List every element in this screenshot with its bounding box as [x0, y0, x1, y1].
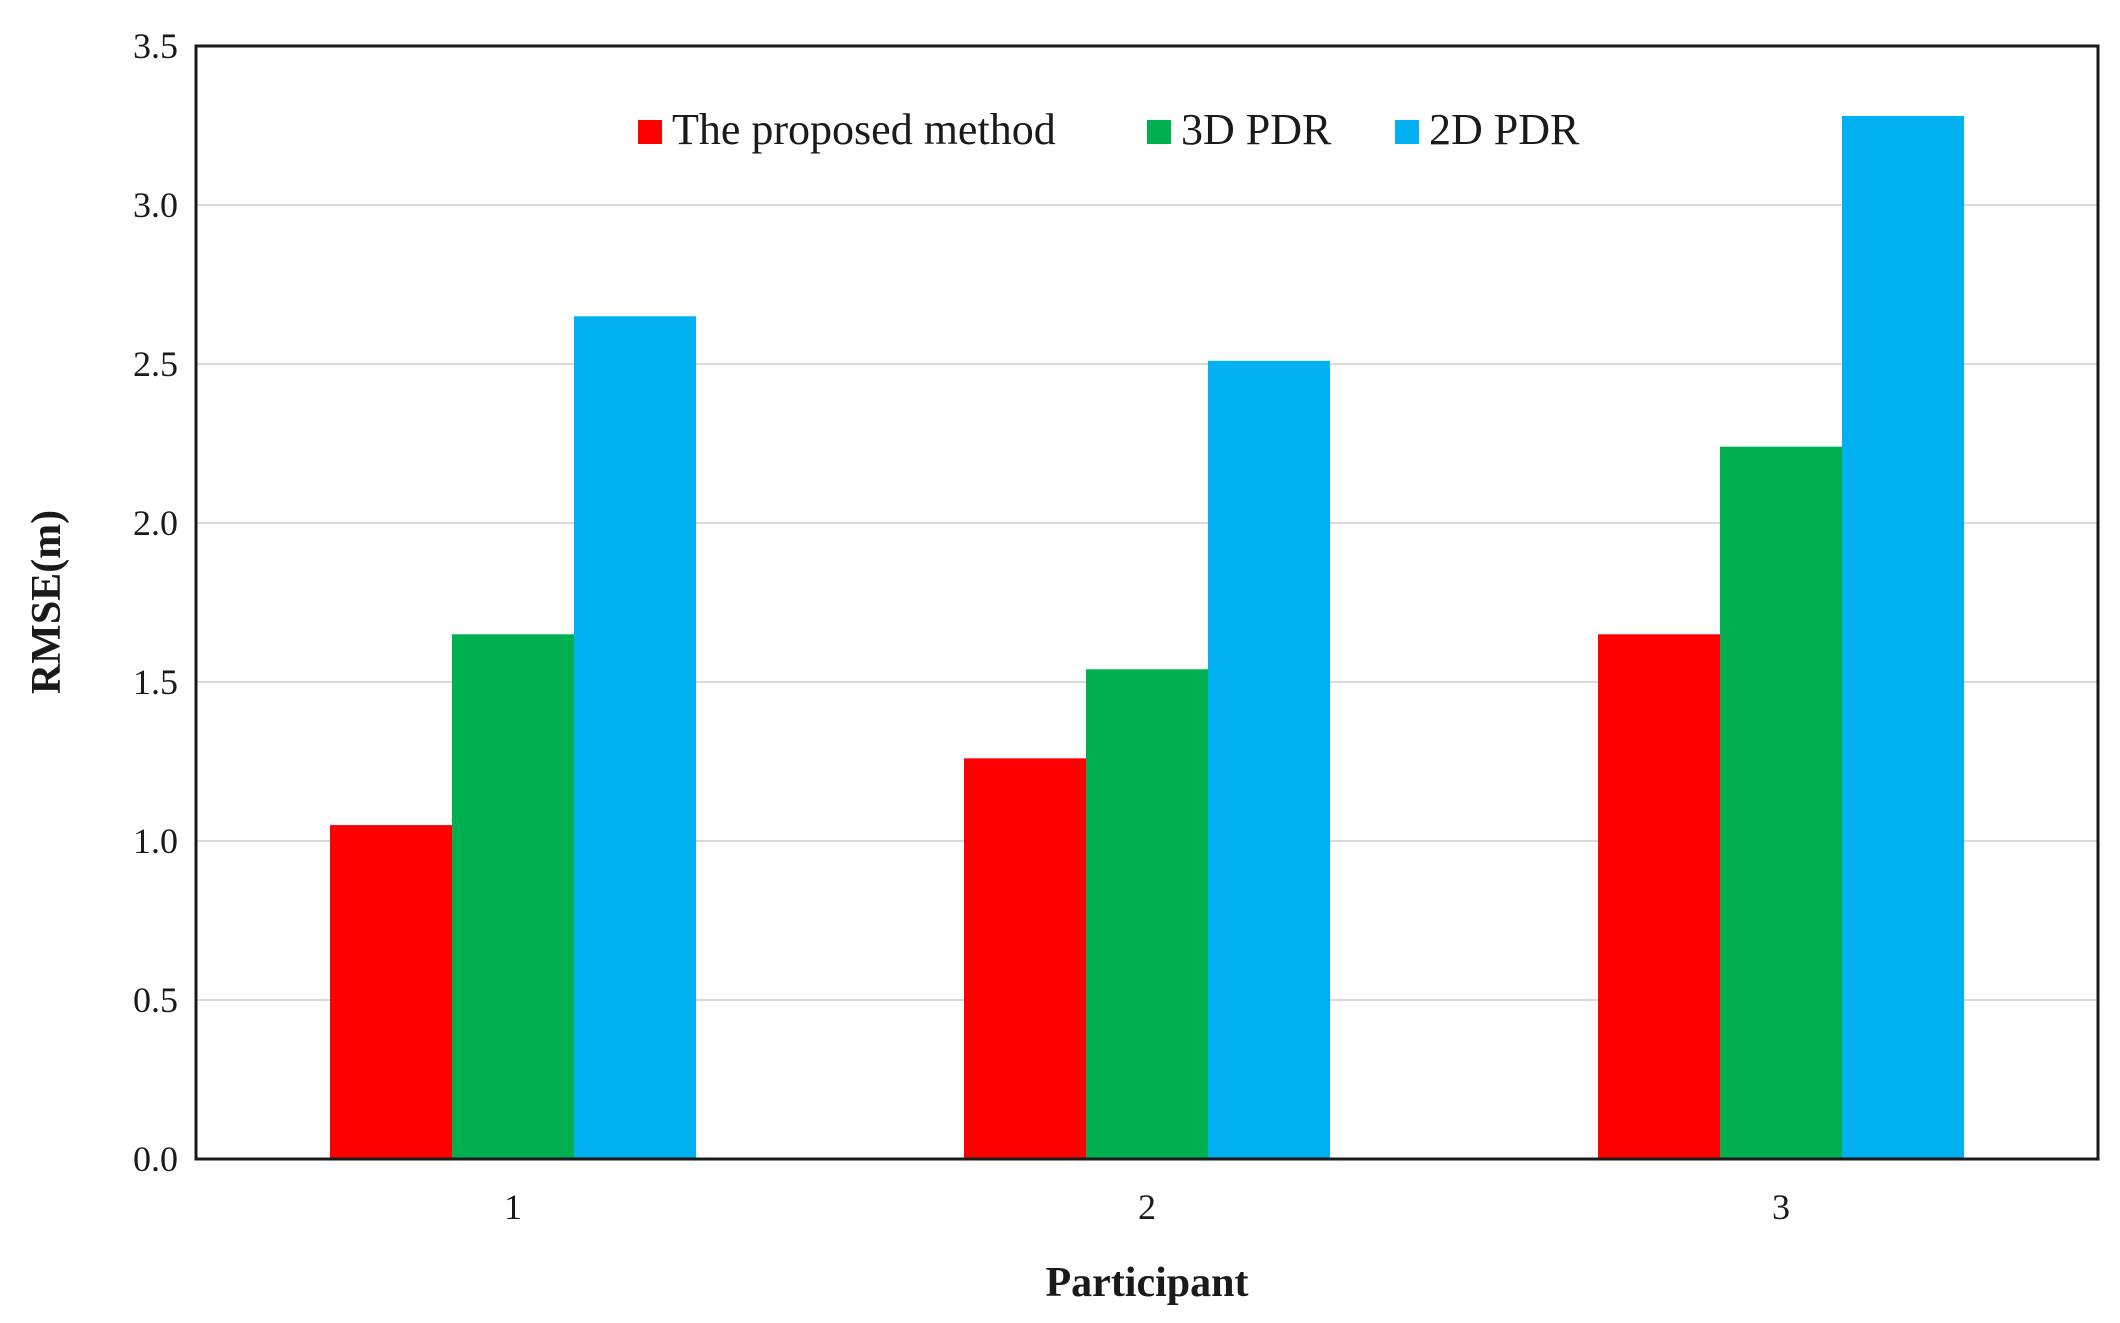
bar-3d-pdr-p1 — [452, 634, 574, 1159]
y-axis-ticks: 0.0 0.5 1.0 1.5 2.0 2.5 3.0 3.5 — [133, 26, 178, 1179]
y-tick-label: 0.0 — [133, 1139, 178, 1179]
legend-swatch — [1147, 120, 1171, 144]
y-tick-label: 2.5 — [133, 344, 178, 384]
y-tick-label: 3.5 — [133, 26, 178, 66]
bar-3d-pdr-p2 — [1086, 669, 1208, 1159]
x-tick-label: 1 — [504, 1187, 522, 1227]
x-axis-ticks: 1 2 3 — [504, 1187, 1790, 1227]
legend-swatch — [638, 120, 662, 144]
legend-label: The proposed method — [672, 105, 1056, 154]
legend-swatch — [1395, 120, 1419, 144]
y-tick-label: 1.5 — [133, 662, 178, 702]
bar-2d-pdr-p2 — [1208, 360, 1330, 1159]
legend: The proposed method 3D PDR 2D PDR — [638, 105, 1580, 154]
x-axis-title: Participant — [1046, 1260, 1249, 1306]
bar-the-proposed-method-p2 — [964, 758, 1086, 1159]
y-axis-title: RMSE(m) — [24, 510, 70, 694]
bar-the-proposed-method-p1 — [330, 825, 452, 1159]
legend-label: 3D PDR — [1181, 105, 1332, 154]
x-tick-label: 2 — [1138, 1187, 1156, 1227]
bar-3d-pdr-p3 — [1720, 446, 1842, 1159]
y-tick-label: 0.5 — [133, 980, 178, 1020]
plot-frame — [194, 44, 2100, 1161]
bar-the-proposed-method-p3 — [1598, 634, 1720, 1159]
y-tick-label: 1.0 — [133, 821, 178, 861]
y-tick-label: 3.0 — [133, 185, 178, 225]
bar-2d-pdr-p1 — [574, 316, 696, 1159]
x-tick-label: 3 — [1772, 1187, 1790, 1227]
bar-2d-pdr-p3 — [1842, 115, 1964, 1160]
y-tick-label: 2.0 — [133, 503, 178, 543]
bars — [330, 115, 1964, 1160]
legend-label: 2D PDR — [1429, 105, 1580, 154]
